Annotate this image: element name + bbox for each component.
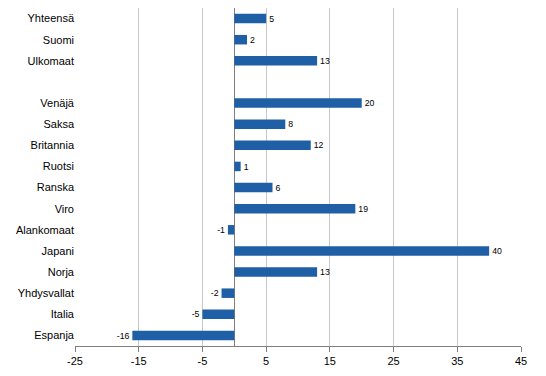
svg-text:2: 2	[250, 35, 255, 45]
svg-text:Ranska: Ranska	[37, 181, 75, 193]
svg-text:8: 8	[288, 119, 293, 129]
svg-text:5: 5	[269, 14, 274, 24]
svg-text:Ruotsi: Ruotsi	[43, 160, 74, 172]
svg-text:13: 13	[320, 267, 330, 277]
svg-text:-1: -1	[217, 225, 225, 235]
svg-text:Suomi: Suomi	[43, 34, 74, 46]
svg-text:5: 5	[263, 355, 269, 367]
svg-text:Viro: Viro	[55, 203, 74, 215]
svg-text:Yhteensä: Yhteensä	[28, 12, 75, 24]
svg-text:25: 25	[387, 355, 399, 367]
svg-text:45: 45	[515, 355, 527, 367]
svg-text:Ulkomaat: Ulkomaat	[28, 55, 74, 67]
svg-text:35: 35	[451, 355, 463, 367]
svg-text:Espanja: Espanja	[34, 329, 75, 341]
svg-text:-25: -25	[67, 355, 83, 367]
svg-text:Alankomaat: Alankomaat	[16, 224, 74, 236]
svg-text:-5: -5	[198, 355, 208, 367]
svg-text:13: 13	[320, 56, 330, 66]
svg-text:1: 1	[244, 162, 249, 172]
svg-text:19: 19	[358, 204, 368, 214]
svg-text:12: 12	[314, 140, 324, 150]
svg-text:-2: -2	[211, 288, 219, 298]
svg-text:6: 6	[276, 183, 281, 193]
svg-text:Japani: Japani	[42, 245, 74, 257]
svg-text:-15: -15	[131, 355, 147, 367]
svg-text:Britannia: Britannia	[31, 139, 75, 151]
svg-text:-16: -16	[117, 331, 130, 341]
svg-text:40: 40	[492, 246, 502, 256]
svg-text:Venäjä: Venäjä	[40, 97, 75, 109]
svg-text:Saksa: Saksa	[43, 118, 74, 130]
svg-text:Yhdysvallat: Yhdysvallat	[18, 287, 74, 299]
svg-text:Italia: Italia	[51, 308, 75, 320]
svg-text:15: 15	[324, 355, 336, 367]
svg-text:20: 20	[365, 98, 375, 108]
svg-text:Norja: Norja	[48, 266, 75, 278]
svg-text:-5: -5	[192, 309, 200, 319]
